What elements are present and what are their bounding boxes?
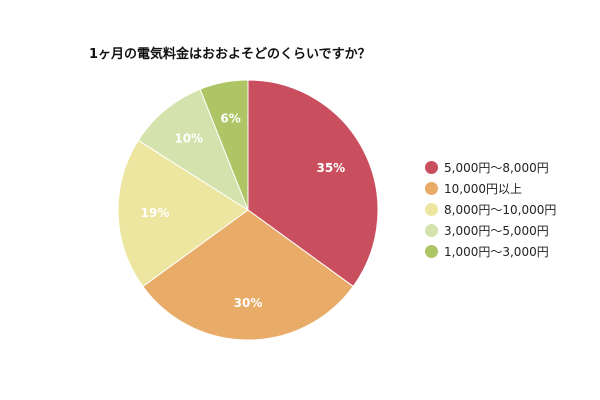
legend-label-2: 8,000円〜10,000円: [444, 203, 557, 217]
chart-title: 1ヶ月の電気料金はおおよそどのくらいですか？: [89, 47, 371, 62]
legend-label-3: 3,000円〜5,000円: [444, 224, 549, 238]
legend-label-4: 1,000円〜3,000円: [444, 245, 549, 259]
legend-item-1: 10,000円以上: [425, 178, 556, 199]
pie-slice-4: [199, 79, 249, 211]
legend-swatch-2: [425, 203, 438, 216]
legend-swatch-3: [425, 224, 438, 237]
slice-data-label-3: 10%: [174, 131, 203, 145]
pie-slice-2: [117, 139, 249, 288]
slice-data-label-1: 30%: [234, 296, 263, 310]
legend-item-4: 1,000円〜3,000円: [425, 241, 556, 262]
legend-item-3: 3,000円〜5,000円: [425, 220, 556, 241]
slice-data-label-4: 6%: [220, 112, 240, 126]
legend-swatch-4: [425, 245, 438, 258]
legend-item-0: 5,000円〜8,000円: [425, 157, 556, 178]
pie-slice-3: [137, 88, 250, 212]
pie-slice-1: [142, 209, 354, 341]
legend-label-0: 5,000円〜8,000円: [444, 161, 549, 175]
legend: 5,000円〜8,000円 10,000円以上 8,000円〜10,000円 3,00…: [425, 157, 556, 262]
slice-data-label-0: 35%: [316, 161, 345, 175]
slice-data-label-2: 19%: [141, 206, 170, 220]
legend-swatch-0: [425, 161, 438, 174]
legend-swatch-1: [425, 182, 438, 195]
legend-item-2: 8,000円〜10,000円: [425, 199, 556, 220]
legend-label-1: 10,000円以上: [444, 182, 522, 196]
pie-slice-0: [247, 79, 379, 288]
